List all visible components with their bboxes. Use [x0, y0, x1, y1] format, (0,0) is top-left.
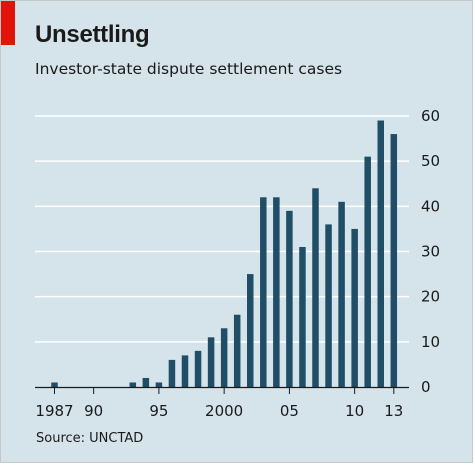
bar-2011: [364, 156, 371, 387]
bar-2008: [325, 224, 332, 387]
bar-2010: [351, 228, 358, 387]
bar-1999: [207, 337, 215, 387]
y-tick-label: 20: [421, 288, 440, 306]
y-tick-label: 40: [421, 197, 440, 215]
bar-1997: [181, 355, 189, 387]
x-tick-label: 2000: [205, 402, 243, 420]
x-tick-label: 95: [149, 402, 168, 420]
bar-2007: [312, 188, 319, 387]
bar-1994: [142, 377, 150, 387]
bar-2012: [377, 120, 384, 388]
chart-subtitle: Investor-state dispute settlement cases: [35, 60, 343, 78]
x-tick-label: 05: [280, 402, 299, 420]
y-tick-label: 30: [421, 243, 440, 261]
chart-title: Unsettling: [35, 21, 150, 48]
bar-1993: [129, 382, 137, 387]
x-tick-label: 90: [84, 402, 103, 420]
bar-2005: [286, 210, 293, 387]
bar-2013: [390, 134, 398, 387]
y-tick-label: 50: [421, 152, 440, 170]
bar-2006: [299, 246, 306, 387]
bar-2004: [273, 197, 280, 387]
bar-1998: [194, 350, 202, 387]
bar-1987: [51, 382, 58, 387]
y-tick-label: 60: [421, 107, 440, 125]
bar-1995: [155, 382, 163, 387]
source-note: Source: UNCTAD: [36, 431, 144, 446]
brand-accent-tab: [1, 1, 15, 45]
bar-2000: [220, 328, 228, 387]
bar-2009: [338, 201, 345, 387]
bar-2003: [260, 197, 267, 387]
x-tick-label: 1987: [35, 402, 73, 420]
x-tick-label: 10: [345, 402, 364, 420]
x-tick-label: 13: [384, 402, 403, 420]
bar-1996: [168, 359, 176, 387]
bar-2002: [247, 274, 254, 387]
y-tick-label: 0: [421, 378, 431, 396]
y-tick-label: 10: [421, 333, 440, 351]
bar-2001: [233, 314, 241, 387]
